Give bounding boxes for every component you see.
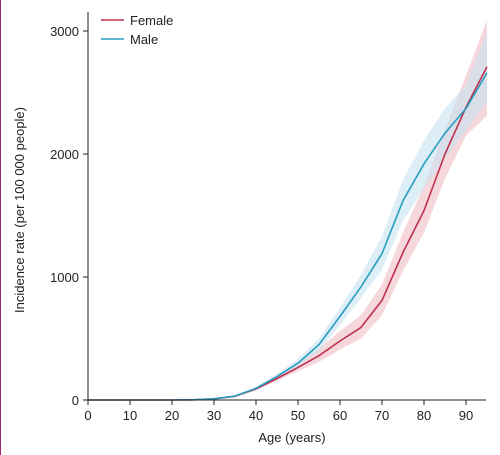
y-tick-label: 3000 [50, 24, 79, 39]
legend-label-male: Male [130, 32, 158, 47]
series-line-female [88, 66, 488, 401]
left-edge-rule [0, 0, 1, 455]
x-tick-label: 40 [249, 408, 263, 423]
legend-label-female: Female [130, 13, 173, 28]
x-tick-label: 60 [333, 408, 347, 423]
x-axis-title: Age (years) [258, 430, 325, 445]
y-tick-label: 1000 [50, 270, 79, 285]
y-axis-ticks: 0 1000 2000 3000 [50, 24, 88, 408]
series-line-male [88, 72, 488, 401]
x-tick-label: 30 [207, 408, 221, 423]
x-tick-label: 80 [417, 408, 431, 423]
x-tick-label: 20 [165, 408, 179, 423]
legend: Female Male [101, 13, 173, 47]
x-tick-label: 70 [375, 408, 389, 423]
confidence-bands [88, 19, 487, 401]
series-lines [88, 66, 488, 401]
x-axis-ticks: 0 10 20 30 40 50 60 70 80 90 [84, 400, 473, 423]
y-tick-label: 0 [72, 393, 79, 408]
y-tick-label: 2000 [50, 147, 79, 162]
confidence-band-female [88, 19, 487, 401]
y-axis-title: Incidence rate (per 100 000 people) [12, 107, 27, 313]
axes [87, 12, 486, 401]
x-tick-label: 0 [84, 408, 91, 423]
x-tick-label: 90 [459, 408, 473, 423]
x-tick-label: 10 [123, 408, 137, 423]
x-tick-label: 50 [291, 408, 305, 423]
